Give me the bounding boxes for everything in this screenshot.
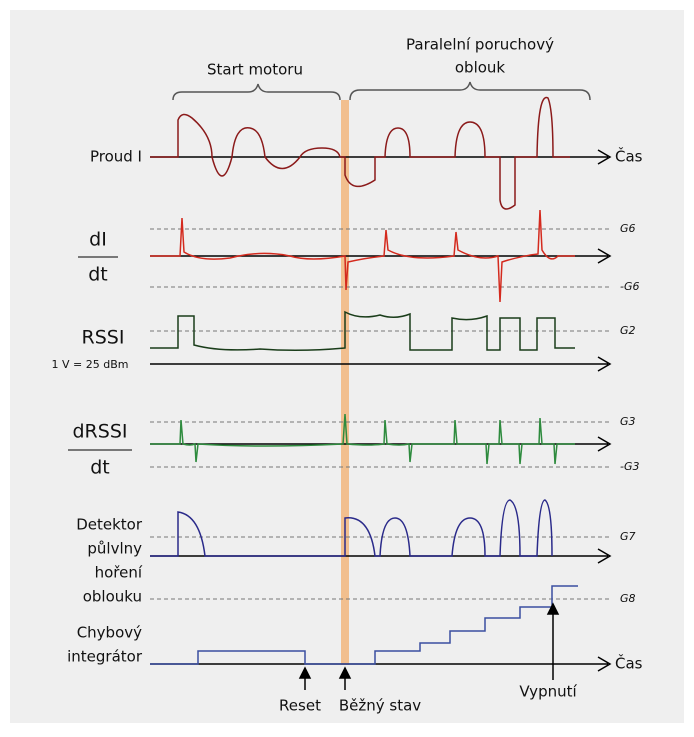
marker-label: Běžný stav bbox=[339, 697, 421, 715]
row-label: hoření bbox=[95, 564, 143, 582]
row-label: RSSI bbox=[82, 327, 125, 349]
fault-label: oblouk bbox=[455, 59, 506, 77]
current-wave bbox=[150, 96, 570, 210]
axis-label: Čas bbox=[615, 654, 643, 673]
start-label: Start motoru bbox=[207, 61, 303, 79]
row-label: oblouku bbox=[83, 588, 142, 606]
fault-label: Paralelní poruchový bbox=[406, 36, 554, 54]
marker-label: Reset bbox=[279, 697, 321, 715]
row-note: 1 V = 25 dBm bbox=[52, 358, 129, 371]
axis-label: Čas bbox=[615, 147, 643, 166]
brace bbox=[349, 81, 591, 101]
threshold-label: -G6 bbox=[620, 280, 640, 293]
drssi-wave bbox=[150, 413, 575, 465]
row-label: dRSSI bbox=[73, 421, 128, 443]
row-label: Detektor bbox=[76, 516, 143, 534]
threshold-label: -G3 bbox=[620, 460, 640, 473]
row-label: Proud I bbox=[90, 148, 142, 166]
marker-arrows bbox=[298, 602, 560, 690]
normal-state-bar bbox=[341, 100, 349, 665]
rssi-wave bbox=[150, 310, 575, 352]
row-label: dI bbox=[89, 229, 107, 251]
detector-wave bbox=[150, 499, 553, 557]
threshold-label: G6 bbox=[620, 222, 636, 235]
threshold-label: G8 bbox=[620, 592, 636, 605]
threshold-label: G3 bbox=[620, 415, 636, 428]
di-wave bbox=[150, 209, 575, 303]
brace bbox=[172, 83, 341, 101]
threshold-label: G2 bbox=[620, 324, 636, 337]
row-label: integrátor bbox=[67, 648, 143, 666]
row-label: dt bbox=[90, 457, 110, 479]
integrator-wave bbox=[150, 585, 578, 665]
row-label: půlvlny bbox=[87, 540, 142, 558]
marker-label: Vypnutí bbox=[519, 683, 577, 701]
threshold-label: G7 bbox=[620, 530, 636, 543]
row-label: dt bbox=[88, 264, 108, 286]
row-label: Chybový bbox=[77, 624, 142, 642]
